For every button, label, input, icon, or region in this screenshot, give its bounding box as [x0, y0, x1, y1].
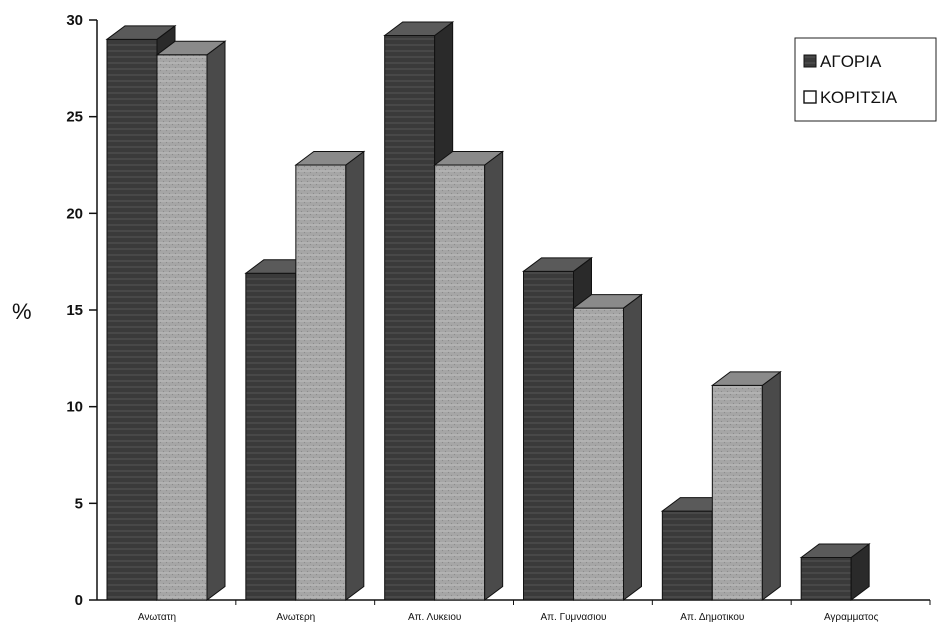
bar-top-boys [799, 543, 871, 558]
bar-top-girls [710, 371, 782, 386]
bar-top-boys [522, 257, 593, 272]
bar-top-girls [572, 294, 643, 309]
bar-boys [800, 556, 852, 601]
bar-side-girls [761, 370, 781, 601]
bar-girls [156, 54, 208, 601]
bar-side-girls [623, 293, 642, 601]
bar-top-girls [294, 151, 366, 166]
legend-label-boys: ΑΓΟΡΙΑ [820, 52, 882, 71]
y-tick-label: 25 [66, 109, 83, 126]
bar-girls [711, 384, 763, 601]
bar-top-girls [433, 151, 505, 166]
bar-side-girls [345, 150, 365, 601]
bar-top-boys [105, 25, 177, 40]
y-tick-label: 10 [66, 399, 83, 416]
bar-boys [661, 510, 713, 601]
bar-girls [295, 164, 347, 601]
bar-boys [384, 34, 436, 601]
bar-girls [573, 307, 624, 601]
y-axis-label: % [12, 299, 32, 324]
bar-side-girls [484, 150, 504, 601]
x-tick-label: Απ. Γυμνασιου [540, 612, 606, 623]
bar-side-girls [206, 40, 226, 601]
x-tick-label: Ανωτατη [138, 612, 176, 623]
x-tick-label: Ανωτερη [276, 612, 315, 623]
y-tick-label: 0 [75, 592, 83, 609]
y-tick-label: 5 [75, 495, 83, 512]
bar-boys [245, 272, 297, 601]
legend-box [794, 37, 937, 122]
bars [105, 20, 871, 601]
y-tick-label: 20 [66, 205, 83, 222]
y-tick-label: 30 [66, 12, 83, 29]
legend-swatch-boys [803, 54, 817, 68]
bar-boys [106, 38, 158, 601]
y-tick-label: 15 [66, 302, 83, 319]
bar-top-girls [155, 40, 227, 56]
legend-swatch-girls [803, 90, 817, 104]
legend-label-girls: ΚΟΡΙΤΣΙΑ [820, 88, 898, 107]
axes: 0 5 10 15 20 25 30 Ανωτατη Ανωτερη Απ. Λυκειου Απ.… [66, 12, 931, 623]
x-tick-label: Αγραμματος [824, 612, 879, 623]
x-tick-label: Απ. Λυκειου [408, 612, 461, 623]
bar-boys [523, 270, 574, 601]
bar-girls [434, 164, 486, 601]
bar-top-boys [383, 21, 455, 36]
legend: ΑΓΟΡΙΑ ΚΟΡΙΤΣΙΑ [794, 37, 937, 122]
x-tick-label: Απ. Δημοτικου [680, 612, 744, 623]
